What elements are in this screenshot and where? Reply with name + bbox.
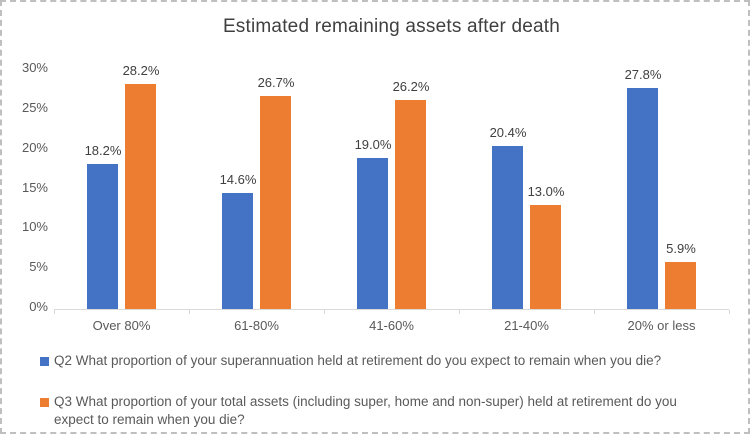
bar-series1-cat4 [492, 146, 523, 309]
x-axis-tick [729, 310, 730, 314]
x-axis-tick [324, 310, 325, 314]
bar-series2-cat2 [260, 96, 291, 309]
data-label: 26.7% [257, 75, 295, 90]
bar-series2-cat5 [665, 262, 696, 309]
y-axis-tick-label: 20% [21, 139, 48, 155]
category-label: 41-60% [369, 318, 414, 333]
x-axis-tick [459, 310, 460, 314]
category-label: Over 80% [92, 318, 151, 333]
bar-series1-cat1 [87, 164, 118, 309]
y-axis-tick-label: 30% [21, 60, 48, 75]
legend-item-series1: Q2 What proportion of your superannuatio… [40, 352, 661, 370]
y-axis-tick-label: 5% [29, 259, 48, 275]
legend-label: Q3 What proportion of your total assets … [54, 394, 677, 427]
data-label: 20.4% [489, 125, 527, 140]
data-label: 5.9% [666, 241, 696, 256]
y-axis-tick-label: 15% [21, 179, 48, 195]
legend-item-series2: Q3 What proportion of your total assets … [40, 393, 716, 429]
data-label: 13.0% [527, 184, 565, 199]
legend-swatch-icon [40, 357, 49, 366]
x-axis-line [54, 309, 729, 310]
bar-series2-cat4 [530, 205, 561, 309]
legend-label: Q2 What proportion of your superannuatio… [54, 353, 662, 368]
legend-swatch-icon [40, 398, 49, 407]
category-label: 61-80% [234, 318, 279, 333]
bar-series1-cat2 [222, 193, 253, 309]
bar-series2-cat1 [125, 84, 156, 309]
data-label: 28.2% [122, 63, 160, 78]
x-axis-tick [189, 310, 190, 314]
bar-series1-cat3 [357, 158, 388, 309]
y-axis-tick-label: 0% [29, 299, 48, 314]
bar-series2-cat3 [395, 100, 426, 309]
y-axis-tick-label: 25% [21, 99, 48, 115]
category-label: 21-40% [504, 318, 549, 333]
bar-series1-cat5 [627, 88, 658, 309]
x-axis-tick [594, 310, 595, 314]
data-label: 26.2% [392, 79, 430, 94]
y-axis-tick-label: 10% [21, 219, 48, 235]
x-axis-tick [54, 310, 55, 314]
chart-title: Estimated remaining assets after death [222, 16, 561, 37]
data-label: 14.6% [219, 172, 257, 187]
data-label: 19.0% [354, 137, 392, 152]
data-label: 27.8% [624, 67, 662, 82]
category-label: 20% or less [627, 318, 696, 333]
data-label: 18.2% [84, 143, 122, 158]
